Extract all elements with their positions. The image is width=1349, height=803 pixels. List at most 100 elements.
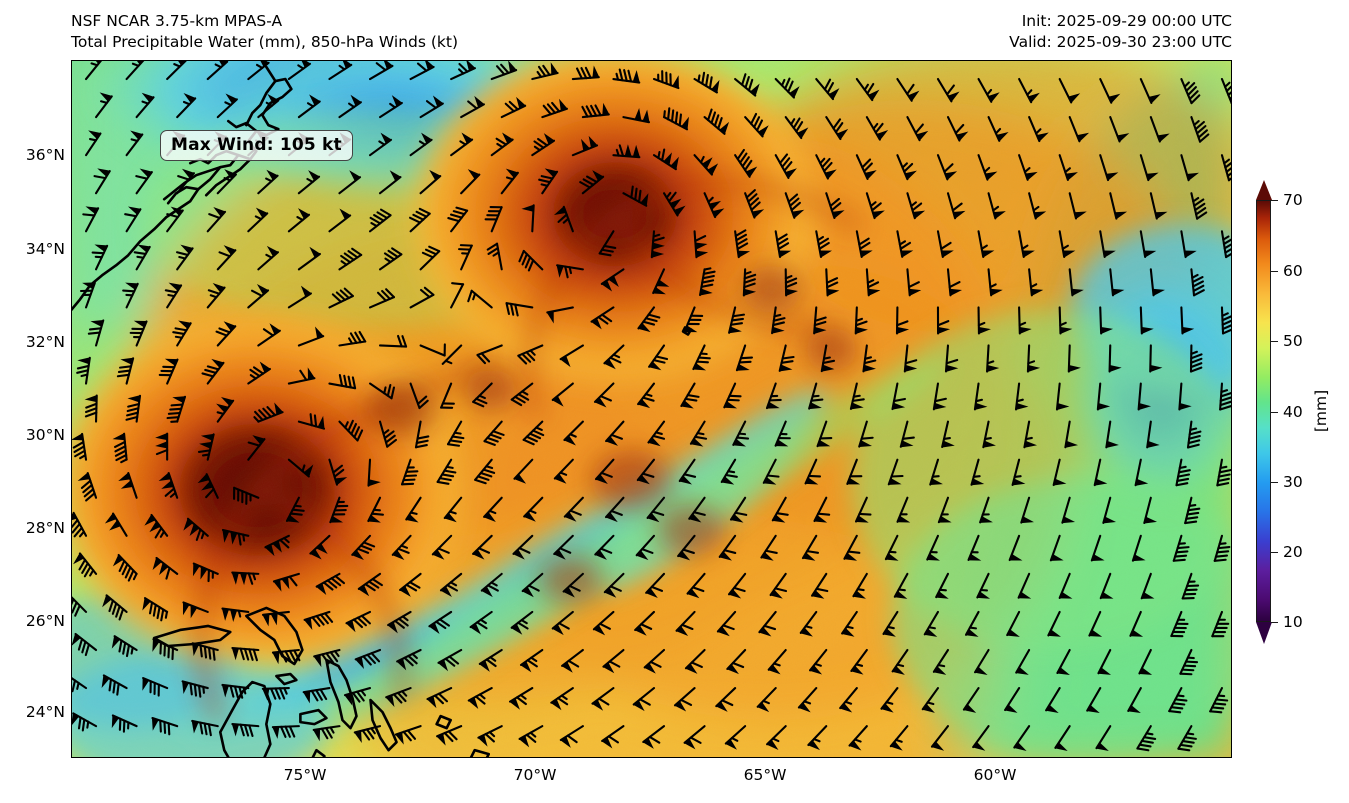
max-wind-annotation: Max Wind: 105 kt bbox=[160, 130, 353, 161]
wind-barb bbox=[152, 556, 179, 580]
wind-barb bbox=[1139, 306, 1154, 335]
wind-barb bbox=[562, 572, 584, 598]
wind-barb bbox=[1023, 420, 1038, 449]
wind-barb bbox=[531, 62, 559, 81]
wind-barb bbox=[809, 648, 828, 675]
wind-barb bbox=[151, 716, 179, 736]
wind-barb bbox=[368, 61, 394, 81]
wind-barb bbox=[221, 607, 250, 623]
wind-barb bbox=[338, 330, 367, 347]
colorbar-unit-label: [mm] bbox=[1312, 389, 1331, 433]
wind-barb bbox=[261, 687, 290, 701]
wind-barb bbox=[726, 648, 747, 675]
wind-barb bbox=[469, 610, 493, 635]
wind-barb bbox=[345, 610, 372, 633]
wind-barb bbox=[72, 511, 88, 538]
wind-barb bbox=[729, 496, 748, 523]
wind-barb bbox=[771, 306, 786, 335]
wind-barb bbox=[378, 334, 408, 348]
wind-barb bbox=[91, 244, 109, 271]
wind-barb bbox=[500, 96, 527, 119]
wind-barb bbox=[477, 725, 503, 747]
wind-barb bbox=[1097, 648, 1112, 675]
wind-barb bbox=[112, 432, 128, 464]
wind-barb bbox=[201, 358, 225, 385]
wind-barb bbox=[1211, 610, 1230, 638]
wind-barb bbox=[450, 61, 476, 81]
wind-barb bbox=[1186, 420, 1202, 449]
wind-barb bbox=[367, 458, 381, 487]
wind-barb bbox=[315, 572, 346, 595]
wind-barb bbox=[378, 170, 402, 195]
wind-barb bbox=[825, 268, 840, 297]
wind-barb bbox=[977, 77, 1000, 103]
wind-barb bbox=[1008, 534, 1023, 562]
wind-barb bbox=[987, 192, 1006, 220]
wind-barb bbox=[1149, 344, 1163, 373]
wind-barb bbox=[689, 420, 708, 447]
wind-barb bbox=[391, 534, 412, 560]
colorbar-tick-mark bbox=[1271, 271, 1278, 273]
wind-barb bbox=[1099, 77, 1121, 104]
wind-barb bbox=[923, 610, 940, 637]
wind-barb bbox=[197, 473, 219, 499]
wind-barb bbox=[460, 95, 485, 119]
wind-barb bbox=[556, 264, 584, 279]
wind-barb bbox=[124, 206, 142, 233]
wind-barb bbox=[1134, 458, 1149, 487]
wind-barb bbox=[166, 206, 184, 233]
wind-barb bbox=[257, 323, 281, 347]
wind-barb bbox=[328, 373, 357, 390]
wind-barb bbox=[778, 344, 795, 372]
wind-barb bbox=[642, 725, 666, 749]
wind-barb bbox=[257, 245, 280, 271]
wind-barb bbox=[84, 394, 98, 423]
wind-barb bbox=[401, 458, 419, 486]
wind-barb bbox=[862, 344, 877, 373]
wind-barb bbox=[720, 458, 738, 485]
wind-barb bbox=[734, 148, 758, 178]
wind-barb bbox=[216, 396, 235, 423]
wind-barb bbox=[594, 534, 615, 560]
wind-barb bbox=[152, 638, 179, 661]
wind-barb bbox=[825, 192, 845, 220]
wind-barb bbox=[1055, 382, 1070, 411]
wind-barb bbox=[419, 169, 442, 195]
wind-barb bbox=[1220, 154, 1231, 182]
wind-barb bbox=[891, 382, 906, 411]
wind-barb bbox=[727, 572, 747, 599]
wind-barb bbox=[880, 687, 899, 713]
wind-barb bbox=[1138, 648, 1153, 675]
colorbar-tick-mark bbox=[1271, 482, 1278, 484]
wind-barb bbox=[612, 144, 641, 159]
wind-barb bbox=[979, 496, 993, 524]
wind-barb bbox=[264, 534, 290, 557]
wind-barb bbox=[517, 344, 544, 365]
wind-barb bbox=[125, 61, 145, 81]
wind-barb bbox=[450, 282, 465, 309]
wind-barb bbox=[848, 725, 868, 751]
wind-barb bbox=[287, 208, 311, 233]
wind-barb bbox=[1190, 268, 1205, 297]
wind-barb bbox=[101, 674, 128, 696]
wind-barb bbox=[1109, 268, 1125, 297]
wind-barb bbox=[612, 68, 641, 84]
wind-barb bbox=[1220, 306, 1231, 335]
wind-barb bbox=[652, 148, 679, 171]
wind-barb bbox=[797, 687, 818, 713]
map-plot-area[interactable]: Max Wind: 105 kt bbox=[71, 60, 1232, 758]
wind-barb bbox=[813, 496, 831, 523]
tpw-contour-fill bbox=[72, 61, 1231, 757]
wind-barb bbox=[882, 610, 899, 637]
wind-barb bbox=[683, 306, 704, 333]
wind-barb bbox=[742, 268, 757, 297]
wind-barb bbox=[111, 635, 138, 658]
wind-barb bbox=[353, 725, 382, 744]
wind-barb bbox=[673, 687, 696, 712]
wind-barb bbox=[986, 344, 1000, 373]
wind-barb bbox=[1139, 230, 1157, 258]
wind-barb bbox=[450, 132, 474, 157]
wind-barb bbox=[650, 230, 665, 259]
wind-barb bbox=[935, 572, 950, 599]
wind-barb bbox=[1086, 687, 1102, 713]
